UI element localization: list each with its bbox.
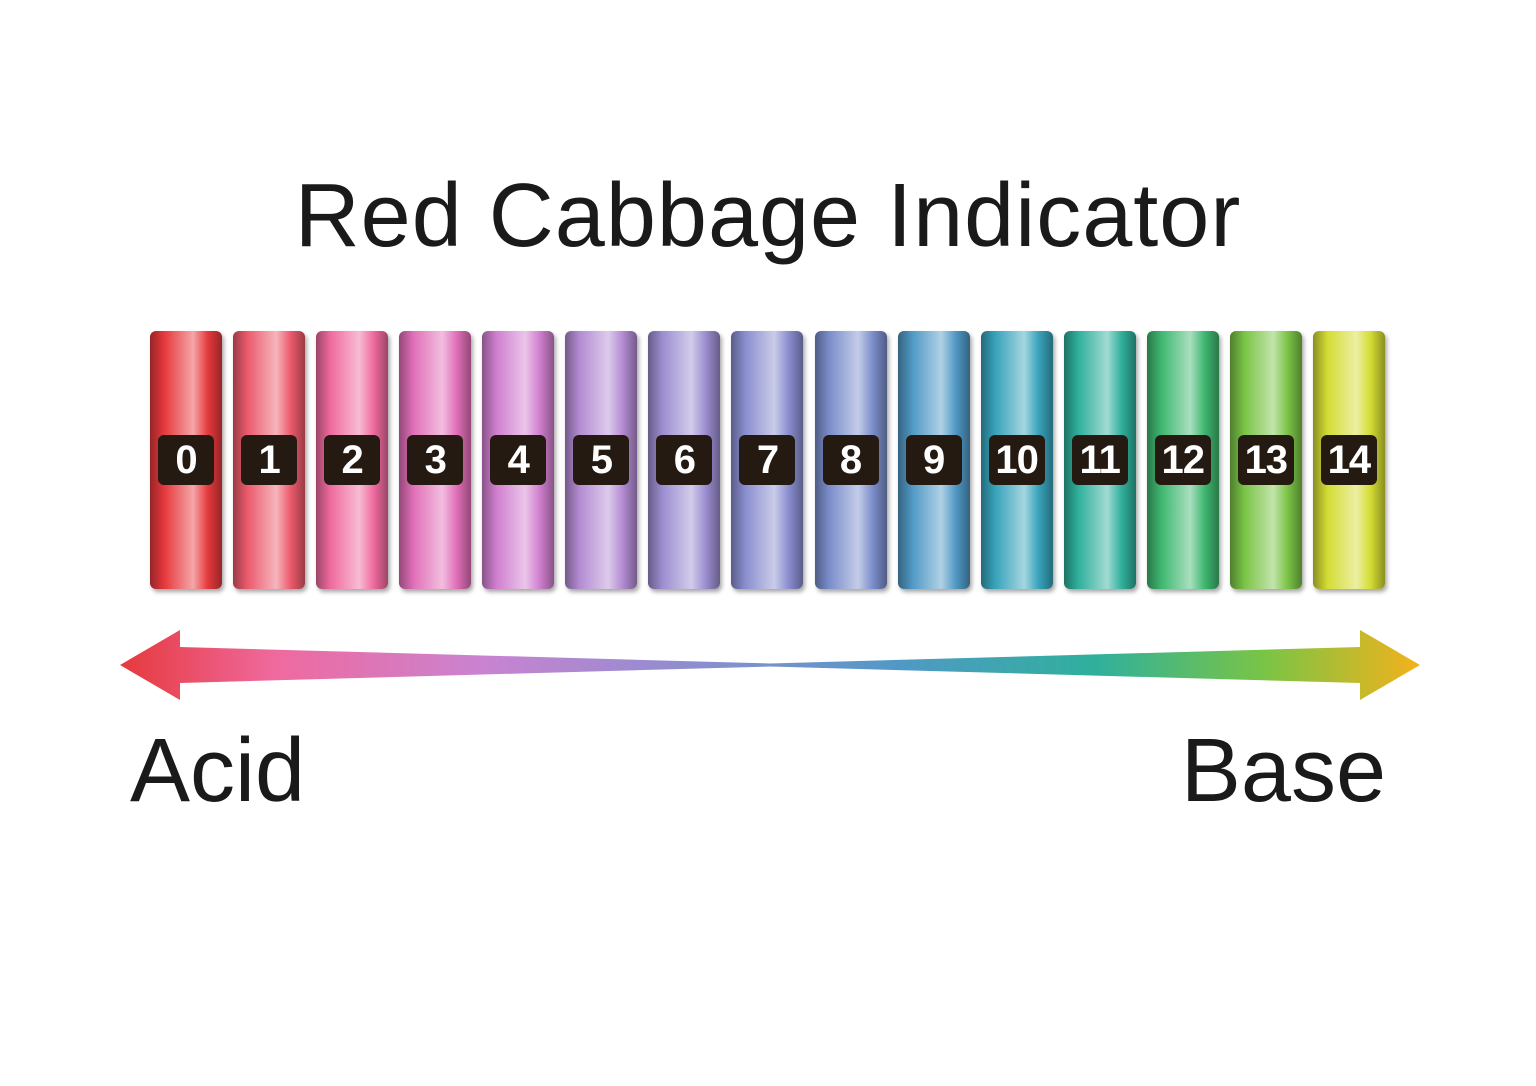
ph-value: 10 [995, 440, 1038, 480]
ph-tube-6: 6 [648, 331, 720, 589]
ph-badge: 3 [407, 435, 463, 485]
ph-value: 14 [1328, 440, 1371, 480]
ph-tube-14: 14 [1313, 331, 1385, 589]
ph-badge: 9 [906, 435, 962, 485]
ph-badge: 0 [158, 435, 214, 485]
ph-tube-row: 01234567891011121314 [150, 330, 1385, 590]
ph-tube-8: 8 [815, 331, 887, 589]
ph-value: 11 [1080, 440, 1120, 480]
ph-value: 2 [342, 440, 363, 480]
ph-tube-5: 5 [565, 331, 637, 589]
ph-badge: 10 [989, 435, 1045, 485]
ph-value: 9 [923, 440, 944, 480]
ph-tube-11: 11 [1064, 331, 1136, 589]
ph-tube-3: 3 [399, 331, 471, 589]
ph-badge: 2 [324, 435, 380, 485]
ph-tube-0: 0 [150, 331, 222, 589]
ph-badge: 14 [1321, 435, 1377, 485]
ph-value: 3 [425, 440, 446, 480]
ph-badge: 11 [1072, 435, 1128, 485]
ph-value: 0 [175, 440, 196, 480]
ph-value: 6 [674, 440, 695, 480]
ph-badge: 7 [739, 435, 795, 485]
ph-value: 7 [757, 440, 778, 480]
ph-badge: 4 [490, 435, 546, 485]
ph-badge: 12 [1155, 435, 1211, 485]
ph-tube-4: 4 [482, 331, 554, 589]
ph-value: 5 [591, 440, 612, 480]
ph-value: 4 [508, 440, 529, 480]
ph-badge: 8 [823, 435, 879, 485]
ph-tube-1: 1 [233, 331, 305, 589]
ph-tube-2: 2 [316, 331, 388, 589]
acid-label: Acid [130, 720, 305, 823]
base-label: Base [1181, 720, 1386, 823]
ph-badge: 13 [1238, 435, 1294, 485]
acid-base-arrow [120, 630, 1420, 700]
ph-value: 13 [1245, 440, 1288, 480]
ph-badge: 1 [241, 435, 297, 485]
ph-value: 12 [1162, 440, 1205, 480]
ph-value: 1 [258, 440, 279, 480]
stage: Red Cabbage Indicator 012345678910111213… [0, 0, 1536, 1086]
ph-badge: 6 [656, 435, 712, 485]
ph-tube-13: 13 [1230, 331, 1302, 589]
ph-value: 8 [840, 440, 861, 480]
ph-tube-12: 12 [1147, 331, 1219, 589]
ph-tube-7: 7 [731, 331, 803, 589]
ph-badge: 5 [573, 435, 629, 485]
ph-tube-9: 9 [898, 331, 970, 589]
ph-tube-10: 10 [981, 331, 1053, 589]
chart-title: Red Cabbage Indicator [0, 165, 1536, 268]
